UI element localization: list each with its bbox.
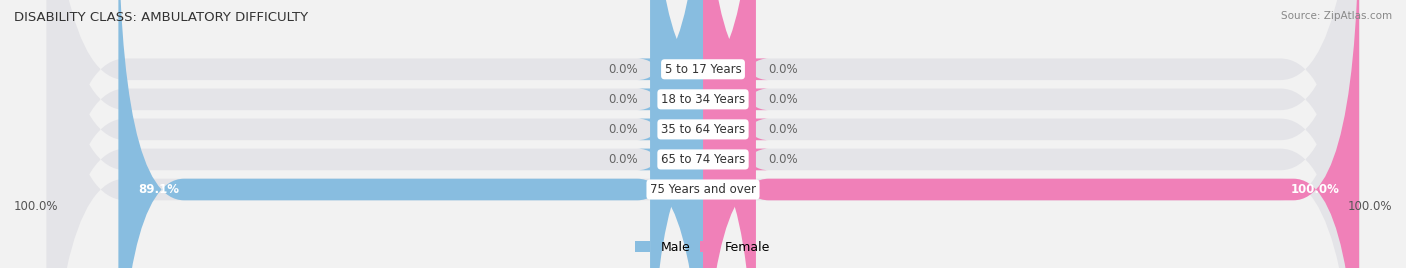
Text: 100.0%: 100.0% bbox=[14, 200, 59, 213]
FancyBboxPatch shape bbox=[46, 0, 1360, 268]
FancyBboxPatch shape bbox=[637, 0, 716, 268]
FancyBboxPatch shape bbox=[46, 0, 1360, 268]
FancyBboxPatch shape bbox=[690, 0, 769, 268]
Text: Source: ZipAtlas.com: Source: ZipAtlas.com bbox=[1281, 11, 1392, 21]
Text: 0.0%: 0.0% bbox=[607, 63, 637, 76]
Text: 35 to 64 Years: 35 to 64 Years bbox=[661, 123, 745, 136]
Text: 0.0%: 0.0% bbox=[769, 93, 799, 106]
FancyBboxPatch shape bbox=[46, 0, 1360, 268]
Text: DISABILITY CLASS: AMBULATORY DIFFICULTY: DISABILITY CLASS: AMBULATORY DIFFICULTY bbox=[14, 11, 308, 24]
FancyBboxPatch shape bbox=[637, 0, 716, 268]
Text: 18 to 34 Years: 18 to 34 Years bbox=[661, 93, 745, 106]
FancyBboxPatch shape bbox=[46, 0, 1360, 268]
Legend: Male, Female: Male, Female bbox=[630, 236, 776, 259]
FancyBboxPatch shape bbox=[637, 0, 716, 268]
Text: 0.0%: 0.0% bbox=[769, 123, 799, 136]
FancyBboxPatch shape bbox=[118, 0, 703, 268]
Text: 65 to 74 Years: 65 to 74 Years bbox=[661, 153, 745, 166]
FancyBboxPatch shape bbox=[690, 0, 769, 268]
Text: 0.0%: 0.0% bbox=[607, 123, 637, 136]
Text: 0.0%: 0.0% bbox=[769, 63, 799, 76]
FancyBboxPatch shape bbox=[637, 0, 716, 268]
FancyBboxPatch shape bbox=[690, 0, 769, 268]
Text: 5 to 17 Years: 5 to 17 Years bbox=[665, 63, 741, 76]
Text: 100.0%: 100.0% bbox=[1347, 200, 1392, 213]
FancyBboxPatch shape bbox=[690, 0, 769, 268]
Text: 0.0%: 0.0% bbox=[607, 153, 637, 166]
FancyBboxPatch shape bbox=[46, 0, 1360, 268]
Text: 75 Years and over: 75 Years and over bbox=[650, 183, 756, 196]
Text: 100.0%: 100.0% bbox=[1291, 183, 1340, 196]
Text: 0.0%: 0.0% bbox=[769, 153, 799, 166]
FancyBboxPatch shape bbox=[703, 0, 1360, 268]
Text: 0.0%: 0.0% bbox=[607, 93, 637, 106]
Text: 89.1%: 89.1% bbox=[138, 183, 179, 196]
